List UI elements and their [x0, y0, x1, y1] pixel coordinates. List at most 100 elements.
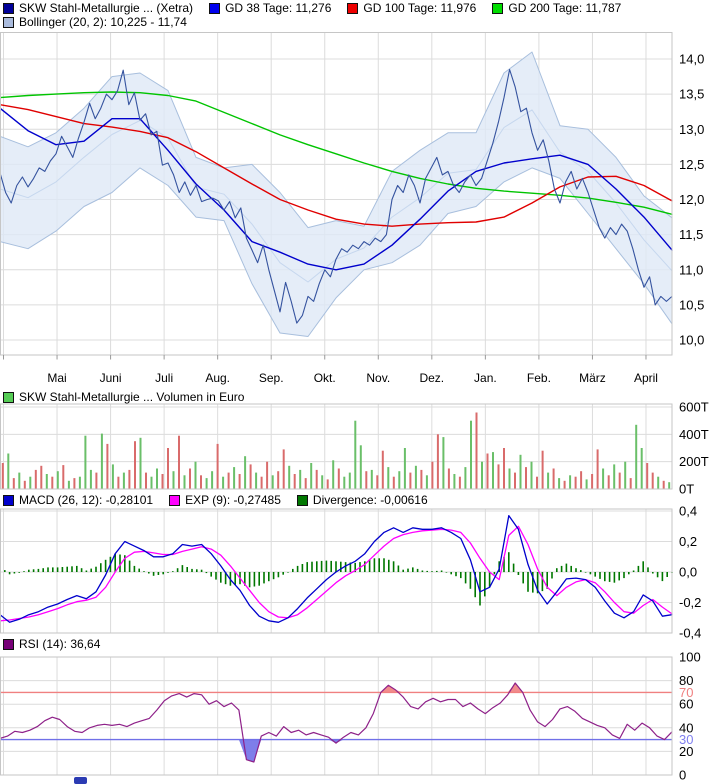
divergence-bar: [66, 566, 68, 572]
volume-bar: [541, 450, 544, 489]
volume-bar: [464, 467, 467, 489]
divergence-bar: [450, 572, 452, 575]
volume-bar: [602, 468, 605, 489]
volume-bar: [205, 478, 208, 489]
price-axis-label: 10,5: [679, 297, 704, 312]
volume-bar: [486, 453, 489, 489]
price-axis-label: 14,0: [679, 52, 704, 67]
overbought-fill: [0, 683, 672, 693]
divergence-bar: [85, 570, 88, 572]
volume-bar: [574, 476, 577, 489]
volume-bar: [447, 468, 450, 489]
legend-item-gd38: GD 38 Tage: 11,276: [209, 2, 331, 15]
divergence-bar: [551, 572, 553, 579]
divergence-bar: [325, 560, 328, 572]
month-label: April: [634, 371, 658, 385]
divergence-bar: [248, 572, 251, 588]
volume-bar: [23, 480, 26, 489]
divergence-bar: [287, 572, 289, 573]
divergence-bar: [258, 572, 260, 586]
volume-bar: [244, 456, 247, 489]
volume-bar: [662, 480, 665, 489]
divergence-bar: [100, 563, 102, 572]
bollinger-legend-row: Bollinger (20, 2): 10,225 - 11,74: [3, 16, 187, 29]
divergence-bar: [253, 572, 256, 587]
divergence-bar: [580, 570, 582, 572]
volume-bar: [475, 412, 478, 489]
divergence-bar: [23, 571, 25, 572]
volume-bar: [370, 469, 373, 489]
divergence-bar: [656, 572, 659, 578]
volume-bar: [216, 443, 219, 489]
divergence-bar: [37, 568, 40, 572]
volume-bar: [365, 471, 368, 489]
divergence-bar: [436, 570, 438, 572]
watermark-fragment: [74, 777, 87, 784]
volume-bar: [657, 476, 660, 489]
volume-bar: [200, 475, 202, 489]
divergence-bar: [474, 572, 476, 598]
volume-bar: [315, 469, 318, 489]
volume-bar: [51, 476, 54, 489]
divergence-bar: [32, 569, 35, 572]
divergence-bar: [119, 554, 121, 572]
bollinger-swatch: [3, 17, 14, 28]
volume-bar: [84, 435, 87, 489]
volume-bar: [156, 468, 158, 489]
divergence-bar: [628, 572, 630, 575]
gd38-swatch: [209, 3, 221, 14]
legend-item-gd200: GD 200 Tage: 11,787: [492, 2, 621, 15]
divergence-bar: [167, 572, 169, 573]
price-axis-label: 11,5: [679, 227, 703, 242]
volume-bar: [194, 461, 197, 489]
volume-bar: [563, 480, 566, 489]
volume-bar: [271, 475, 274, 489]
divergence-bar: [95, 566, 97, 572]
volume-bar: [519, 454, 522, 489]
legend-item-macd: MACD (26, 12): -0,28101: [3, 494, 153, 507]
volume-bar: [122, 472, 125, 489]
volume-bar: [40, 465, 43, 489]
volume-bar: [530, 461, 533, 489]
divergence-bar: [532, 572, 534, 593]
volume-bar: [458, 476, 461, 489]
divergence-bar: [268, 572, 270, 582]
divergence-bar: [402, 569, 404, 572]
volume-bar: [277, 471, 280, 489]
volume-bar: [348, 472, 351, 489]
macd-panel-border: [0, 508, 673, 634]
price-line: [0, 68, 673, 324]
divergence-bar: [220, 572, 222, 583]
divergence-bar: [570, 565, 572, 572]
volume-bar: [18, 472, 21, 489]
volume-bar: [150, 476, 153, 489]
divergence-bar: [488, 572, 491, 588]
macd-axis-label: 0,4: [679, 504, 697, 519]
divergence-bar: [311, 561, 313, 572]
divergence-bar: [584, 572, 587, 573]
volume-bar: [56, 471, 59, 489]
gd200-label: GD 200 Tage: 11,787: [508, 1, 622, 15]
divergence-bar: [589, 572, 592, 575]
divergence-bar: [349, 562, 352, 572]
volume-bar: [536, 476, 538, 489]
volume-bar: [260, 476, 263, 489]
volume-bar: [635, 424, 638, 489]
volume-bar: [332, 460, 335, 489]
legend-item-divergence: Divergence: -0,00616: [296, 494, 428, 507]
volume-bar: [624, 461, 627, 489]
volume-bar: [45, 474, 48, 489]
volume-bar: [376, 475, 379, 489]
volume-bar: [1, 463, 4, 489]
bollinger-band: [0, 52, 672, 337]
volume-bar: [95, 472, 98, 489]
macd-chart: 0,4 0,2 0,0 -0,2 -0,4: [0, 504, 701, 641]
divergence-bar: [124, 555, 126, 572]
volume-bar: [172, 471, 175, 489]
divergence-bar: [469, 572, 472, 589]
volume-bar: [117, 476, 120, 489]
divergence-bar: [512, 563, 515, 572]
volume-bar: [161, 474, 164, 489]
divergence-bar: [152, 572, 155, 576]
divergence-bar: [522, 572, 524, 584]
